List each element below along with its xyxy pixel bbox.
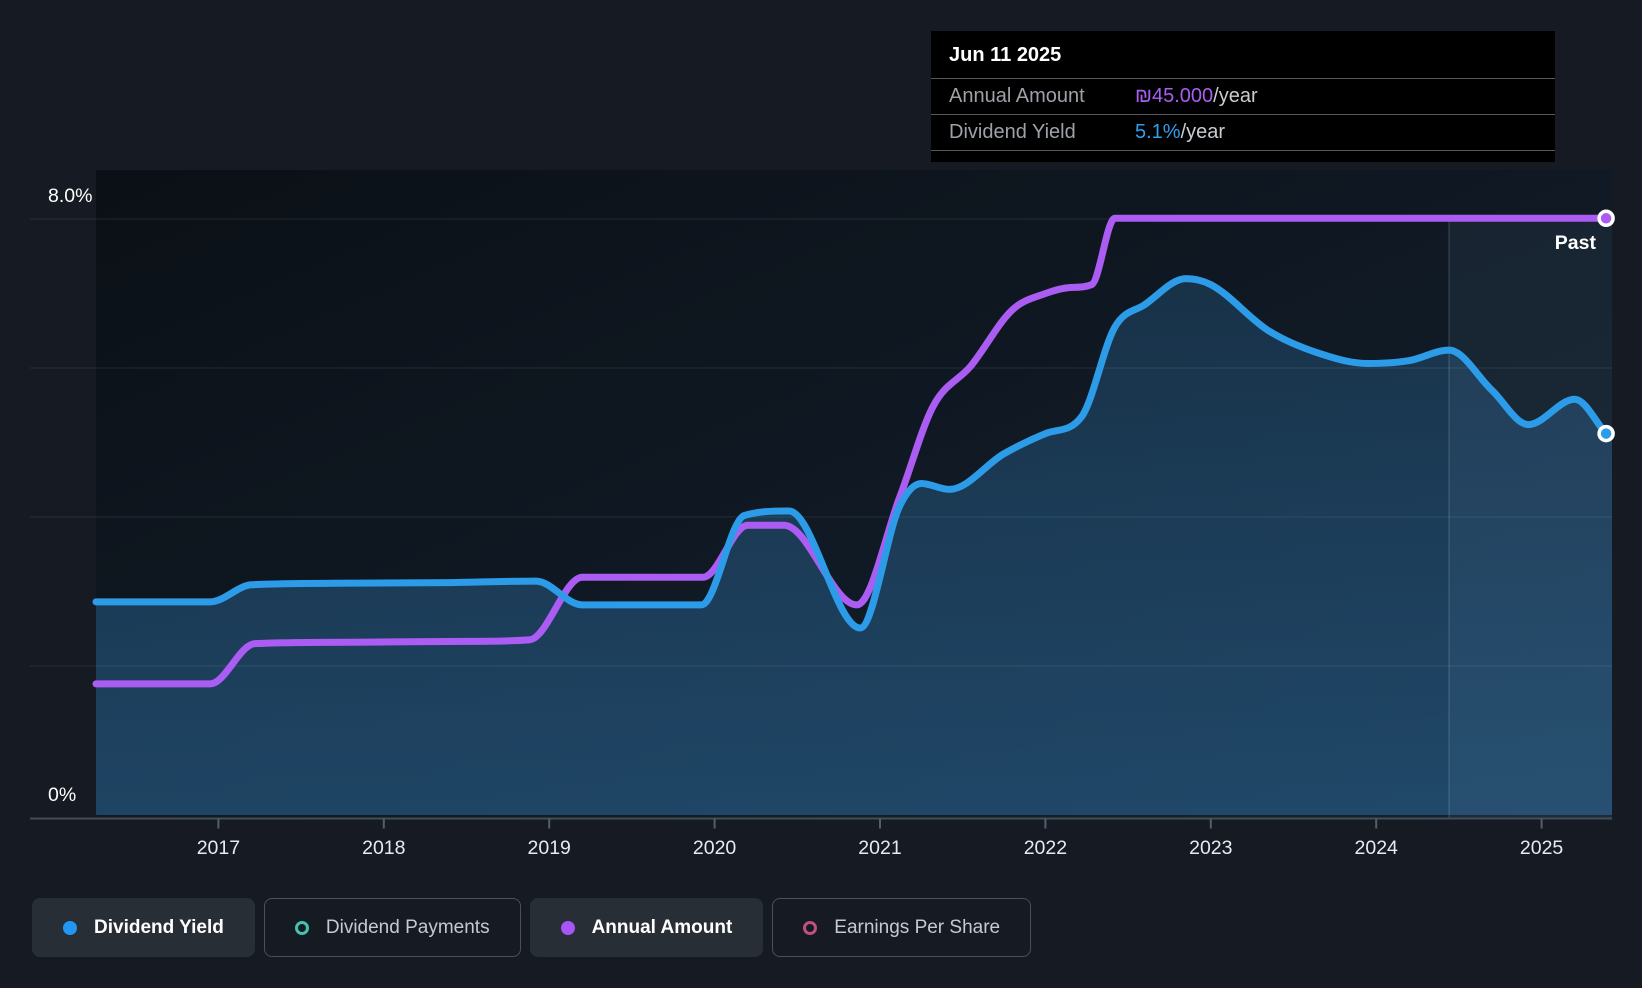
svg-text:8.0%: 8.0% (48, 185, 92, 207)
chart-legend: Dividend Yield Dividend Payments Annual … (32, 898, 1032, 957)
tooltip-value-dividend-yield: 5.1% (1135, 121, 1181, 143)
svg-text:2018: 2018 (362, 837, 405, 859)
svg-text:2017: 2017 (197, 837, 240, 859)
legend-toggle-dividend-yield[interactable]: Dividend Yield (32, 898, 255, 957)
legend-label: Dividend Payments (325, 916, 490, 938)
svg-text:2020: 2020 (693, 837, 737, 859)
svg-text:2025: 2025 (1520, 837, 1564, 859)
svg-text:2022: 2022 (1024, 837, 1067, 859)
tooltip-value-annual-amount: ₪45.000 (1135, 85, 1214, 107)
legend-label: Dividend Yield (94, 916, 224, 938)
tooltip-label: Annual Amount (949, 85, 1085, 107)
legend-label: Earnings Per Share (834, 916, 1001, 938)
chart-tooltip: Jun 11 2025 Annual Amount ₪45.000/year D… (931, 31, 1555, 162)
tooltip-row-annual-amount: Annual Amount ₪45.000/year (931, 78, 1555, 114)
svg-text:2019: 2019 (528, 837, 571, 859)
tooltip-date: Jun 11 2025 (949, 44, 1062, 66)
svg-text:0%: 0% (48, 784, 76, 806)
dividend-yield-marker-icon (63, 920, 77, 935)
legend-label: Annual Amount (591, 916, 733, 938)
svg-text:2021: 2021 (858, 837, 901, 859)
tooltip-suffix: /year (1213, 85, 1258, 107)
earnings-per-share-marker-icon (803, 920, 818, 935)
dividend-payments-marker-icon (294, 920, 309, 935)
annual-amount-marker-icon (560, 920, 575, 935)
tooltip-label: Dividend Yield (949, 121, 1076, 143)
svg-text:2024: 2024 (1355, 837, 1399, 859)
tooltip-bottom-rule (931, 150, 1555, 162)
svg-text:2023: 2023 (1189, 837, 1232, 859)
legend-toggle-annual-amount[interactable]: Annual Amount (529, 898, 764, 957)
legend-toggle-dividend-payments[interactable]: Dividend Payments (263, 898, 521, 957)
legend-toggle-earnings-per-share[interactable]: Earnings Per Share (772, 898, 1032, 957)
tooltip-suffix: /year (1180, 121, 1226, 143)
tooltip-row-dividend-yield: Dividend Yield 5.1%/year (931, 114, 1555, 150)
svg-text:Past: Past (1555, 232, 1597, 254)
